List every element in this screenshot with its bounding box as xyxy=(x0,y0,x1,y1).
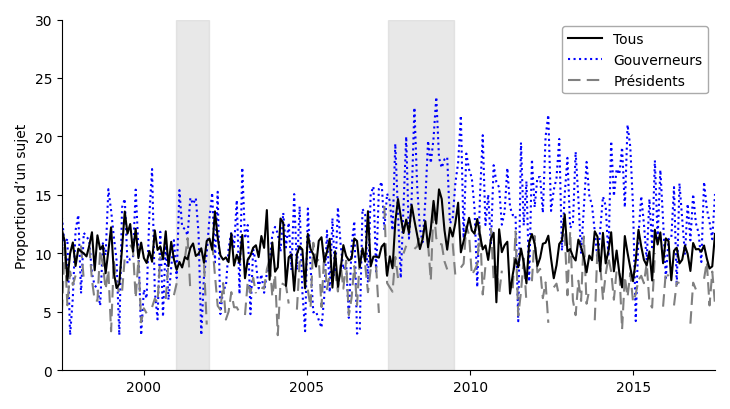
Tous xyxy=(492,300,501,305)
Présidents xyxy=(164,261,173,265)
Tous xyxy=(58,228,66,233)
Tous xyxy=(279,221,288,226)
Présidents xyxy=(710,302,719,307)
Tous xyxy=(434,187,443,192)
Présidents xyxy=(104,268,112,273)
Présidents xyxy=(492,265,501,270)
Bar xyxy=(388,20,454,371)
Gouverneurs xyxy=(282,245,291,250)
Legend: Tous, Gouverneurs, Présidents: Tous, Gouverneurs, Présidents xyxy=(562,27,708,94)
Y-axis label: Proportion d’un sujet: Proportion d’un sujet xyxy=(15,123,29,268)
Gouverneurs xyxy=(104,187,112,192)
Bar xyxy=(176,20,209,371)
Tous xyxy=(101,271,110,276)
Tous xyxy=(85,244,93,249)
Tous xyxy=(710,232,719,237)
Tous xyxy=(495,227,504,232)
Tous xyxy=(669,249,678,254)
Gouverneurs xyxy=(432,95,441,100)
Gouverneurs xyxy=(58,215,66,220)
Présidents xyxy=(58,310,66,315)
Présidents xyxy=(88,278,96,283)
Tous xyxy=(161,229,170,234)
Gouverneurs xyxy=(164,298,173,303)
Gouverneurs xyxy=(66,333,74,338)
Line: Gouverneurs: Gouverneurs xyxy=(62,98,715,335)
Line: Présidents: Présidents xyxy=(62,207,715,335)
Présidents xyxy=(282,283,291,288)
Gouverneurs xyxy=(495,185,504,190)
Gouverneurs xyxy=(88,272,96,276)
Gouverneurs xyxy=(669,185,678,190)
Line: Tous: Tous xyxy=(62,190,715,303)
Gouverneurs xyxy=(710,192,719,197)
